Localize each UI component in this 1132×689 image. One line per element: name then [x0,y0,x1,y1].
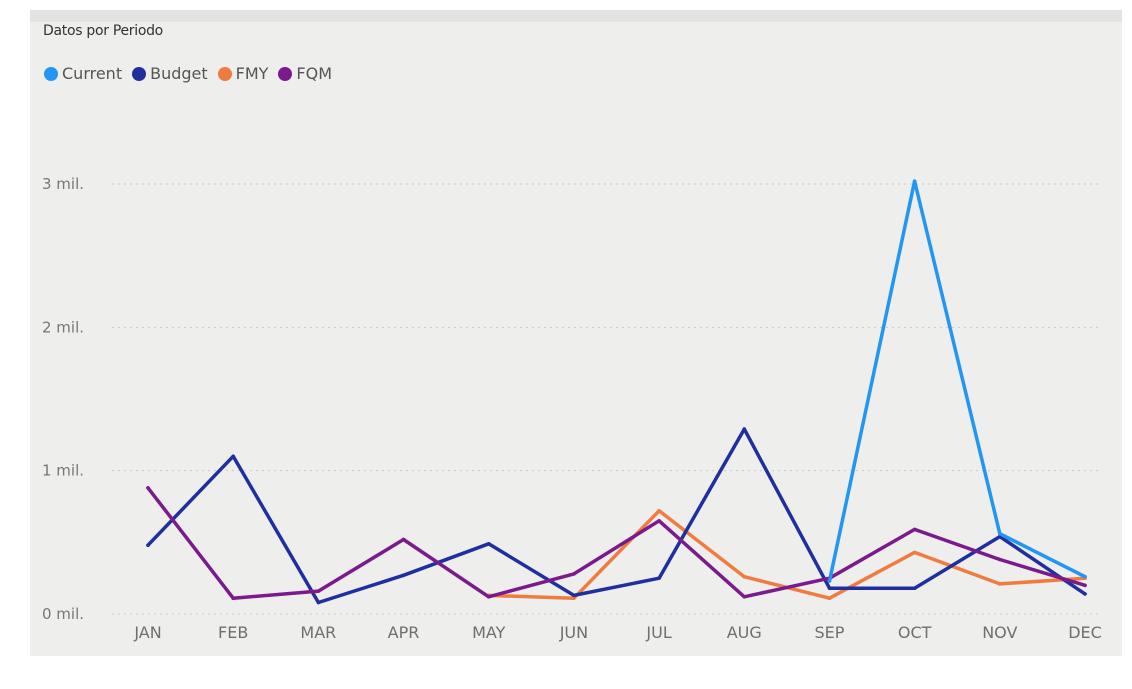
chart-visual [30,10,1122,656]
legend: Current Budget FMY FQM [44,64,342,83]
legend-item-fmy[interactable]: FMY [217,64,269,83]
data-point-fmy-oct [912,550,917,555]
data-point-fmy-nov [998,582,1002,586]
x-tick-label: OCT [898,623,932,642]
data-point-fqm-mar [316,589,321,593]
data-point-budget-mar [316,600,321,605]
x-tick-label: DEC [1068,623,1102,642]
x-tick-label: JUN [559,623,588,642]
data-point-fqm-may [486,595,491,599]
legend-label-fmy: FMY [235,64,269,83]
legend-label-current: Current [62,64,123,83]
data-point-fqm-jul [657,519,661,523]
x-tick-label: APR [388,623,420,642]
data-point-current-nov [998,531,1002,536]
x-tick-label: JUL [645,623,671,642]
data-point-current-sep [827,579,832,583]
legend-item-fqm[interactable]: FQM [278,64,332,83]
data-point-budget-jan [146,543,150,547]
x-tick-label: AUG [727,623,762,642]
legend-marker-budget [132,66,147,81]
data-point-budget-apr [401,573,406,578]
data-point-fmy-jun [572,596,576,601]
series-line-current [827,179,1087,583]
data-point-budget-oct [912,586,917,590]
data-point-fqm-jan [146,486,150,490]
legend-marker-fmy [217,66,232,81]
data-point-fmy-jul [657,509,661,513]
data-point-budget-aug [742,427,747,431]
y-tick-label: 2 mil. [42,318,84,336]
x-tick-label: JAN [133,623,161,642]
data-point-budget-dec [1083,592,1087,596]
legend-marker-fqm [278,66,293,81]
series-line-budget [146,427,1087,605]
x-tick-label: NOV [982,623,1017,642]
data-point-budget-may [486,541,491,546]
data-point-fqm-nov [998,557,1002,562]
y-tick-label: 3 mil. [42,175,84,193]
legend-label-budget: Budget [150,64,208,83]
data-point-current-oct [912,179,917,183]
data-point-fmy-sep [827,596,832,601]
data-point-fqm-aug [742,595,747,599]
visual-header-bar [30,10,1122,22]
data-point-budget-jul [657,576,661,580]
data-point-fmy-aug [742,574,747,579]
legend-item-current[interactable]: Current [44,64,122,83]
x-tick-label: SEP [814,623,844,642]
x-tick-label: FEB [218,623,248,642]
data-point-fqm-feb [231,596,235,601]
chart-title: Datos por Periodo [43,23,163,39]
legend-marker-current [44,66,58,81]
data-point-budget-jun [572,593,576,598]
series-line-fqm [146,486,1087,600]
series-line-fmy [486,509,1087,600]
data-point-fqm-jun [572,572,576,576]
data-point-fqm-apr [401,537,406,542]
data-point-fqm-oct [912,527,917,532]
x-tick-label: MAR [300,623,336,642]
y-tick-label: 0 mil. [42,605,84,623]
data-point-budget-feb [231,454,235,459]
legend-item-budget[interactable]: Budget [132,64,208,83]
data-point-fqm-dec [1083,583,1087,588]
data-point-current-dec [1083,574,1087,579]
data-point-budget-sep [827,586,832,590]
x-tick-label: MAY [472,623,506,642]
y-tick-label: 1 mil. [42,462,84,480]
legend-label-fqm: FQM [296,64,333,83]
